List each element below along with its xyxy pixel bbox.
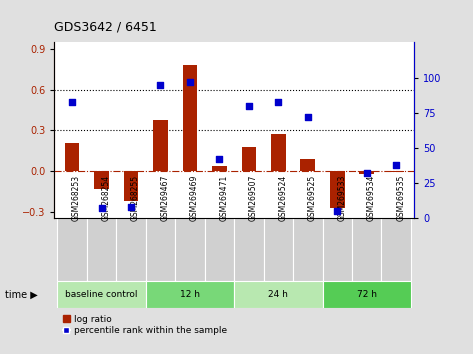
Bar bbox=[94, 171, 109, 189]
Text: GSM268255: GSM268255 bbox=[131, 175, 140, 222]
Point bbox=[127, 204, 135, 210]
Bar bbox=[330, 171, 345, 207]
Text: GSM269467: GSM269467 bbox=[160, 175, 169, 222]
Text: 24 h: 24 h bbox=[268, 290, 288, 299]
Bar bbox=[146, 281, 234, 308]
Text: GSM268253: GSM268253 bbox=[72, 175, 81, 222]
Text: baseline control: baseline control bbox=[65, 290, 138, 299]
Bar bbox=[323, 281, 411, 308]
Text: GSM269471: GSM269471 bbox=[219, 175, 228, 222]
Point bbox=[393, 162, 400, 168]
Bar bbox=[146, 218, 175, 281]
Text: GSM269507: GSM269507 bbox=[249, 175, 258, 222]
Text: GSM269525: GSM269525 bbox=[308, 175, 317, 222]
Bar bbox=[234, 218, 263, 281]
Bar bbox=[271, 135, 286, 171]
Bar bbox=[205, 218, 234, 281]
Bar bbox=[183, 65, 197, 171]
Point bbox=[304, 114, 312, 120]
Bar bbox=[123, 171, 139, 201]
Text: GSM269533: GSM269533 bbox=[337, 175, 346, 222]
Bar bbox=[323, 218, 352, 281]
Bar bbox=[300, 159, 315, 171]
Bar bbox=[175, 218, 205, 281]
Bar bbox=[359, 171, 374, 174]
Bar bbox=[352, 218, 381, 281]
Text: 72 h: 72 h bbox=[357, 290, 377, 299]
Text: 12 h: 12 h bbox=[180, 290, 200, 299]
Bar bbox=[389, 171, 403, 172]
Bar bbox=[57, 218, 87, 281]
Text: time ▶: time ▶ bbox=[5, 290, 37, 299]
Bar bbox=[263, 218, 293, 281]
Text: GSM268254: GSM268254 bbox=[102, 175, 111, 222]
Bar bbox=[212, 166, 227, 171]
Bar bbox=[234, 281, 323, 308]
Point bbox=[216, 156, 223, 162]
Point bbox=[333, 209, 341, 214]
Bar bbox=[87, 218, 116, 281]
Bar bbox=[381, 218, 411, 281]
Point bbox=[363, 171, 370, 176]
Text: GDS3642 / 6451: GDS3642 / 6451 bbox=[54, 21, 157, 34]
Bar bbox=[65, 143, 79, 171]
Bar bbox=[242, 147, 256, 171]
Point bbox=[98, 206, 105, 211]
Bar bbox=[153, 120, 168, 171]
Point bbox=[245, 103, 253, 109]
Point bbox=[157, 82, 164, 87]
Point bbox=[186, 79, 194, 85]
Text: GSM269469: GSM269469 bbox=[190, 175, 199, 222]
Bar bbox=[116, 218, 146, 281]
Legend: log ratio, percentile rank within the sample: log ratio, percentile rank within the sa… bbox=[59, 311, 231, 339]
Point bbox=[68, 99, 76, 104]
Bar bbox=[57, 281, 146, 308]
Text: GSM269535: GSM269535 bbox=[396, 175, 405, 222]
Text: GSM269534: GSM269534 bbox=[367, 175, 376, 222]
Bar bbox=[293, 218, 323, 281]
Point bbox=[274, 99, 282, 104]
Text: GSM269524: GSM269524 bbox=[278, 175, 287, 222]
